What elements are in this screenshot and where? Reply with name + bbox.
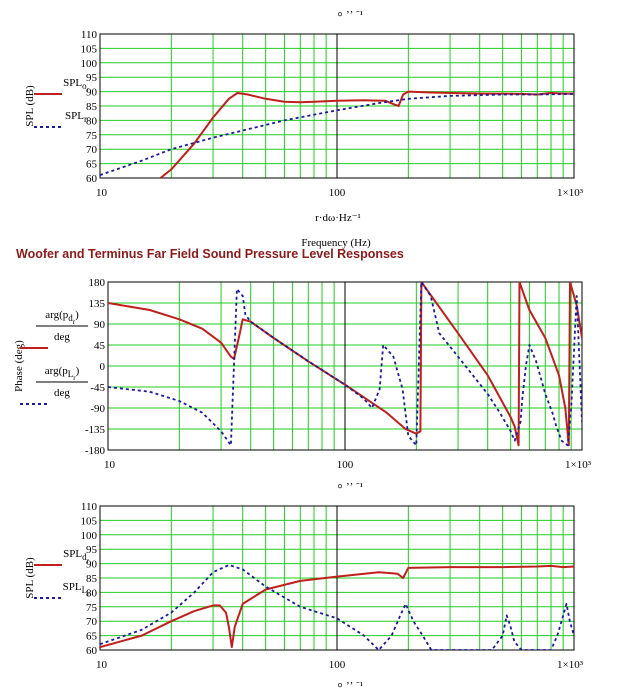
- chart-1-xlabel: r·dω·Hz⁻¹: [315, 212, 361, 224]
- y-tick-label: 110: [81, 501, 98, 513]
- y-tick-label: 85: [86, 573, 98, 585]
- top-stub: ⸰ ʼʼ ⁻¹: [337, 9, 363, 21]
- chart-1: 60 65 70 75 80 85 90 95 100 105 110 10 100 1×10³ SPL (…: [24, 29, 584, 199]
- x-tick-label: 100: [329, 659, 346, 671]
- x-tick-label: 10: [96, 187, 108, 199]
- legend-denominator: deg: [54, 331, 70, 343]
- series-dashed-line: [108, 282, 582, 447]
- y-tick-label: 110: [81, 29, 98, 41]
- y-tick-label: 65: [86, 159, 98, 171]
- chart-3-stub: ⸰ ʼʼ ⁻¹: [337, 680, 363, 691]
- x-tick-label: 10: [104, 459, 116, 471]
- y-tick-label: -45: [90, 382, 105, 394]
- legend-label: SPLr: [65, 110, 87, 124]
- y-tick-label: 95: [86, 544, 98, 556]
- legend-denominator: deg: [54, 387, 70, 399]
- y-tick-label: 100: [81, 58, 98, 70]
- y-tick-label: 80: [86, 115, 98, 127]
- y-tick-label: 100: [81, 530, 98, 542]
- y-tick-label: 0: [100, 361, 106, 373]
- legend-label: arg(pdr): [45, 309, 79, 326]
- y-axis-label: SPL (dB): [24, 557, 36, 599]
- y-tick-label: -90: [90, 403, 105, 415]
- y-tick-label: 90: [94, 319, 106, 331]
- chart-2-stub: ⸰ ʼʼ ⁻¹: [337, 481, 363, 493]
- y-tick-label: 180: [89, 277, 106, 289]
- chart-2: -180 -135 -90 -45 0 45 90 135 180 10 100 1×10³ Phase…: [13, 277, 592, 471]
- x-tick-label: 100: [337, 459, 354, 471]
- y-tick-label: 85: [86, 101, 98, 113]
- legend-label: SPLdr: [63, 548, 89, 565]
- frequency-label: Frequency (Hz): [301, 237, 371, 249]
- series-solid-line: [108, 282, 582, 447]
- series-solid-line: [100, 564, 574, 649]
- y-tick-label: 105: [81, 43, 98, 55]
- legend-label: SPLLr: [63, 581, 90, 598]
- legend-label: arg(pLr): [45, 365, 80, 382]
- y-tick-label: -135: [85, 424, 106, 436]
- x-tick-label: 1×10³: [565, 459, 592, 471]
- y-tick-label: -180: [85, 445, 106, 457]
- y-tick-label: 60: [86, 173, 98, 185]
- x-tick-label: 100: [329, 187, 346, 199]
- y-tick-label: 70: [86, 144, 98, 156]
- chart-3: 60 65 70 75 80 85 90 95 100 105 110 10 100 1×10³ SPL (…: [24, 501, 584, 671]
- x-tick-label: 1×10³: [557, 659, 584, 671]
- y-tick-label: 75: [86, 130, 98, 142]
- section-heading: Woofer and Terminus Far Field Sound Pres…: [16, 247, 404, 261]
- y-tick-label: 45: [94, 340, 106, 352]
- y-tick-label: 90: [86, 559, 98, 571]
- y-axis-label: Phase (deg): [13, 340, 25, 392]
- y-tick-label: 80: [86, 587, 98, 599]
- y-tick-label: 90: [86, 87, 98, 99]
- plot-frame: [99, 505, 575, 651]
- y-tick-label: 70: [86, 616, 98, 628]
- y-axis-label: SPL (dB): [24, 85, 36, 127]
- y-tick-label: 105: [81, 515, 98, 527]
- series-dashed-line: [100, 564, 574, 650]
- x-tick-label: 1×10³: [557, 187, 584, 199]
- y-tick-label: 95: [86, 72, 98, 84]
- plot-frame: [107, 281, 583, 451]
- y-tick-label: 60: [86, 645, 98, 657]
- y-tick-label: 75: [86, 602, 98, 614]
- y-tick-label: 135: [89, 298, 106, 310]
- series-solid-line: [159, 90, 574, 178]
- x-tick-label: 10: [96, 659, 108, 671]
- series-dashed-line: [100, 93, 574, 176]
- y-tick-label: 65: [86, 631, 98, 643]
- plot-frame: [99, 33, 575, 179]
- legend-label: SPLor: [63, 77, 89, 94]
